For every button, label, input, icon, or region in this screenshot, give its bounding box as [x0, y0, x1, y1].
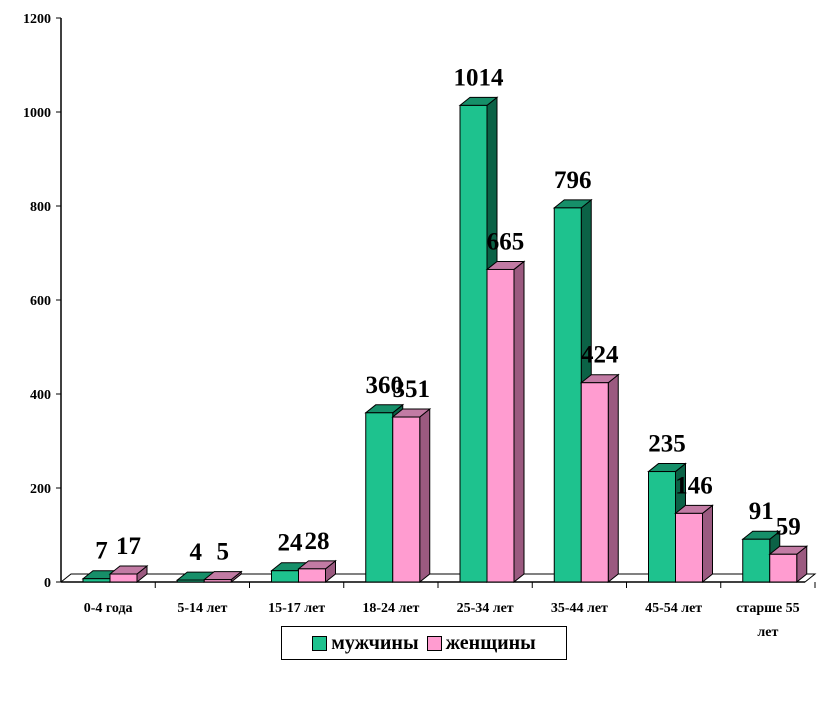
- bar-female: [391, 407, 432, 584]
- legend-label-female: женщины: [445, 631, 536, 654]
- legend: мужчины женщины: [281, 626, 567, 660]
- data-label-female: 351: [393, 376, 431, 403]
- y-tick-label: 600: [30, 294, 51, 309]
- y-tick-label: 0: [44, 576, 51, 591]
- data-label-female: 5: [217, 539, 230, 566]
- data-label-male: 4: [190, 539, 203, 566]
- bar-female: [579, 373, 620, 584]
- data-label-male: 91: [749, 498, 774, 525]
- data-label-female: 59: [776, 513, 801, 540]
- legend-item-female: женщины: [426, 631, 536, 655]
- x-tick-label: 25-34 лет: [457, 601, 514, 616]
- x-tick-label: 18-24 лет: [362, 601, 419, 616]
- bar-female: [768, 545, 809, 584]
- bar-female: [674, 504, 714, 584]
- data-label-male: 235: [648, 431, 686, 458]
- legend-swatch-male: [312, 635, 328, 651]
- bar-female: [108, 564, 149, 584]
- data-label-male: 24: [278, 530, 304, 557]
- bar-female: [202, 570, 243, 584]
- data-label-female: 665: [487, 228, 525, 255]
- data-label-female: 424: [581, 342, 619, 369]
- x-tick-label: старше 55 лет: [736, 601, 800, 640]
- x-tick-label: 35-44 лет: [551, 601, 608, 616]
- bars: [81, 96, 809, 584]
- y-tick-label: 1000: [23, 106, 51, 121]
- y-axis-ticks: 0 200 400 600 800 1000 1200: [23, 12, 61, 591]
- x-tick-label: 5-14 лет: [177, 601, 227, 616]
- data-label-female: 28: [305, 528, 330, 555]
- y-tick-label: 400: [30, 388, 51, 403]
- data-label-male: 360: [366, 372, 404, 399]
- bar-female: [485, 260, 526, 584]
- data-label-female: 146: [675, 472, 713, 499]
- data-label-male: 1014: [454, 64, 505, 91]
- legend-label-male: мужчины: [331, 631, 419, 654]
- x-tick-label: 0-4 года: [84, 601, 133, 616]
- data-label-male: 7: [95, 538, 108, 565]
- y-tick-label: 800: [30, 200, 51, 215]
- y-tick-label: 1200: [23, 12, 51, 27]
- legend-item-male: мужчины: [312, 631, 419, 655]
- y-tick-label: 200: [30, 482, 51, 497]
- data-label-male: 796: [554, 167, 592, 194]
- bar-female: [297, 559, 337, 584]
- x-tick-label: 45-54 лет: [645, 601, 702, 616]
- data-label-female: 17: [116, 533, 141, 560]
- x-tick-label: 15-17 лет: [268, 601, 325, 616]
- legend-swatch-female: [426, 635, 442, 651]
- x-axis-ticks: 0-4 года 5-14 лет 15-17 лет 18-24 лет 25-34 …: [84, 582, 816, 640]
